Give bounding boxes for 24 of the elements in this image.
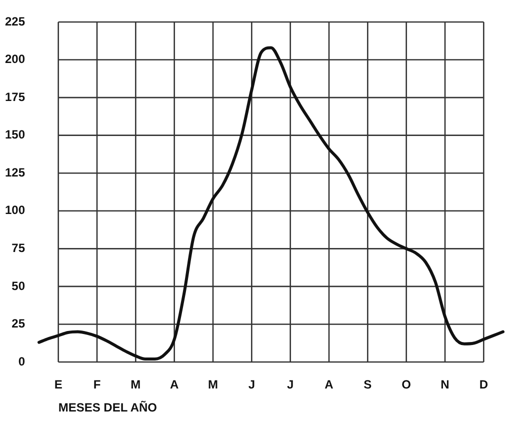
x-tick-label: E — [54, 378, 62, 392]
x-tick-label: O — [402, 378, 412, 392]
x-tick-label: J — [248, 378, 256, 392]
x-tick-label: M — [130, 378, 141, 392]
x-tick-label: D — [479, 378, 488, 392]
x-tick-label: J — [286, 378, 294, 392]
y-tick-label: 50 — [12, 278, 26, 293]
y-tick-label: 225 — [4, 14, 26, 28]
y-tick-label: 75 — [12, 240, 26, 255]
line-series — [38, 46, 504, 360]
y-tick-label: 175 — [4, 90, 26, 104]
x-tick-label: M — [208, 378, 218, 392]
y-tick-label: 150 — [4, 128, 26, 142]
y-tick-label: 0 — [18, 354, 26, 368]
x-tick-label: A — [324, 378, 334, 392]
y-tick-label: 100 — [4, 203, 26, 218]
y-tick-label: 25 — [12, 316, 26, 331]
x-tick-label: S — [364, 378, 372, 392]
y-tick-label: 200 — [4, 52, 26, 66]
y-tick-label: 125 — [4, 165, 26, 180]
x-tick-label: A — [170, 378, 179, 392]
x-tick-label: N — [440, 378, 450, 392]
x-tick-label: F — [93, 378, 101, 392]
x-axis-title: MESES DEL AÑO — [58, 400, 158, 414]
